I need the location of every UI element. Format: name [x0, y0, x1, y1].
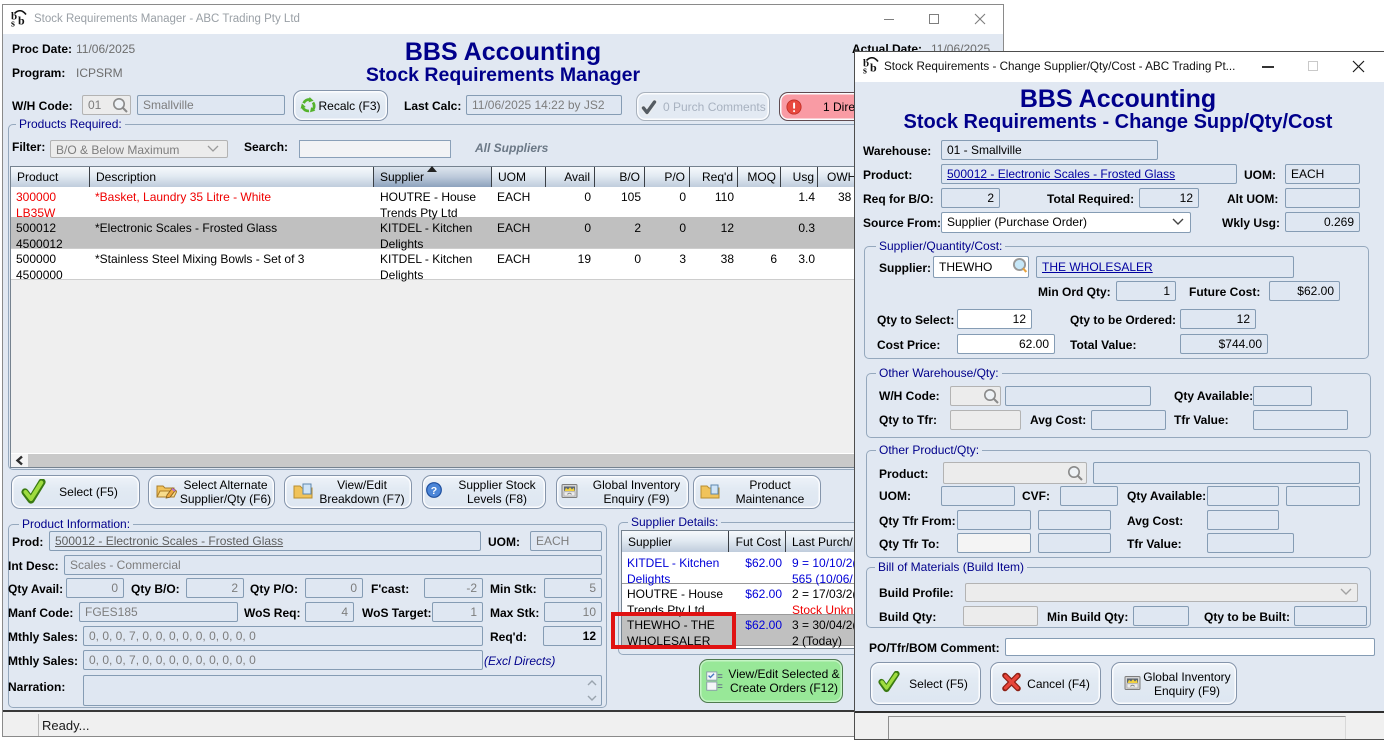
svg-text:?: ?	[431, 485, 437, 497]
svg-text:b: b	[870, 61, 877, 75]
svg-text:s: s	[863, 66, 867, 75]
svg-text:b: b	[11, 11, 17, 23]
svg-text:b: b	[18, 14, 25, 28]
svg-text:s: s	[11, 19, 15, 28]
svg-text:b: b	[863, 58, 869, 70]
